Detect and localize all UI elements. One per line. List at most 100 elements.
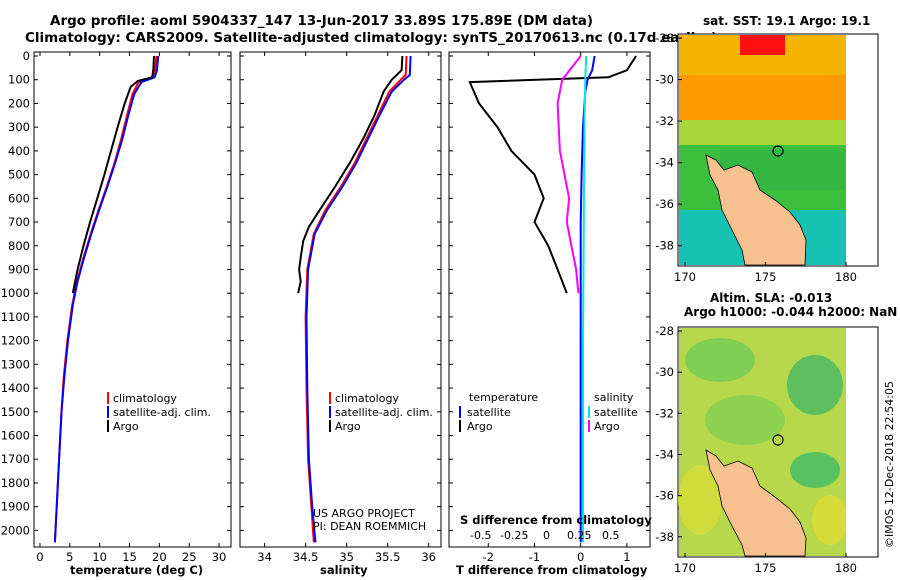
x-tick-label: 34.5 — [293, 550, 319, 564]
y-tick-label: 2000 — [1, 523, 30, 537]
sla-blob — [705, 395, 785, 445]
credit-line1: US ARGO PROJECT — [313, 507, 415, 520]
y-tick-label: 700 — [8, 215, 30, 229]
series-line — [53, 55, 160, 543]
figure-title-line1: Argo profile: aoml 5904337_147 13-Jun-20… — [50, 13, 593, 29]
legend-s-satellite: satellite — [594, 406, 638, 419]
lon-tick-label: 180 — [835, 270, 857, 284]
difference-legend: temperature satellite Argo salinity sate… — [459, 391, 638, 433]
s-tick: 0.5 — [602, 529, 620, 542]
y-tick-label: 400 — [8, 144, 30, 158]
lat-tick-label: -36 — [655, 197, 674, 211]
y-tick-label: 1800 — [1, 476, 30, 490]
y-tick-label: 200 — [8, 96, 30, 110]
salinity-panel: 34 34.5 35 35.5 36 salinity climatology sate… — [239, 51, 442, 577]
y-tick-label: 100 — [8, 73, 30, 87]
y-tick-label: 1200 — [1, 334, 30, 348]
sst-argo-location-marker — [772, 145, 784, 157]
legend-climatology: climatology — [335, 392, 399, 405]
lat-tick-label: -28 — [655, 31, 674, 45]
s-tick: -0.5 — [470, 529, 491, 542]
lat-tick-label: -32 — [655, 114, 674, 128]
y-tick-label: 800 — [8, 239, 30, 253]
difference-series — [468, 55, 637, 543]
sla-nodata — [846, 328, 877, 556]
y-tick-label: 1900 — [1, 500, 30, 514]
lat-tick-label: -38 — [655, 530, 674, 544]
sla-blob — [787, 355, 843, 415]
s-tick: 0.25 — [567, 529, 592, 542]
sla-map-title2: Argo h1000: -0.044 h2000: NaN — [684, 305, 897, 319]
x-tick-label: 36 — [421, 550, 436, 564]
y-tick-label: 1500 — [1, 405, 30, 419]
sst-orange-band — [679, 75, 846, 120]
y-tick-label: 1100 — [1, 310, 30, 324]
sst-lon-axis: 170 175 180 — [674, 262, 857, 284]
x-tick-label: 0 — [577, 550, 584, 564]
sst-hot-patch — [740, 35, 785, 55]
lat-tick-label: -36 — [655, 489, 674, 503]
y-tick-label: 1600 — [1, 429, 30, 443]
sst-land-north-island — [705, 154, 807, 266]
series-line — [468, 55, 637, 294]
x-tick-label: 35.5 — [375, 550, 401, 564]
y-tick-label: 1300 — [1, 357, 30, 371]
lat-tick-label: -34 — [655, 156, 674, 170]
y-tick-label: 1700 — [1, 452, 30, 466]
lon-tick-label: 175 — [755, 561, 777, 575]
x-tick-label: 0 — [36, 550, 43, 564]
lon-tick-label: 180 — [835, 561, 857, 575]
y-tick-label: 500 — [8, 168, 30, 182]
x-tick-label: 34 — [257, 550, 272, 564]
sla-blob — [812, 495, 848, 545]
legend-argo: Argo — [335, 420, 361, 433]
sla-lat-axis: -28 -30 -32 -34 -36 -38 — [655, 324, 682, 544]
s-difference-ticks: -0.5 -0.25 0 0.25 0.5 — [470, 529, 620, 542]
depth-axis: 0 100 200 300 400 500 600 700 800 900 1000 1100 1200… — [1, 49, 30, 537]
x-tick-label: 10 — [92, 550, 107, 564]
legend-satellite: satellite-adj. clim. — [113, 406, 211, 419]
sla-blob — [790, 452, 840, 488]
sla-lon-axis: 170 175 180 — [674, 553, 857, 575]
x-tick-label: 30 — [212, 550, 227, 564]
x-tick-label: 35 — [339, 550, 354, 564]
difference-plot-frame — [448, 51, 651, 548]
figure-title-line2: Climatology: CARS2009. Satellite-adjuste… — [25, 30, 717, 46]
salinity-xlabel: salinity — [320, 563, 368, 577]
y-tick-label: 1000 — [1, 286, 30, 300]
salinity-legend: climatology satellite-adj. clim. Argo — [329, 392, 433, 433]
x-tick-label: -1 — [529, 550, 540, 564]
y-tick-label: 600 — [8, 191, 30, 205]
temperature-series — [53, 55, 160, 543]
lon-tick-label: 170 — [674, 270, 696, 284]
lat-tick-label: -32 — [655, 406, 674, 420]
sla-land-north-island — [705, 449, 807, 557]
x-tick-label: 20 — [152, 550, 167, 564]
sst-map-title: sat. SST: 19.1 Argo: 19.1 — [703, 14, 870, 28]
salinity-plot-frame — [239, 51, 442, 548]
s-tick: 0 — [543, 529, 550, 542]
sla-blob — [685, 338, 755, 382]
legend-salinity-header: salinity — [594, 391, 634, 404]
imos-timestamp: ©IMOS 12-Dec-2018 22:54:05 — [883, 381, 896, 548]
sst-map: sat. SST: 19.1 Argo: 19.1 -28 -30 -32 -34 -3… — [655, 14, 879, 284]
sst-yellow-green-band — [679, 120, 846, 145]
x-tick-label: 5 — [66, 550, 73, 564]
difference-panel: -2 -1 0 1 T difference from climatology S d… — [448, 51, 652, 577]
series-line — [297, 55, 404, 294]
x-tick-label: -2 — [483, 550, 494, 564]
sst-lat-axis: -28 -30 -32 -34 -36 -38 — [655, 31, 682, 253]
sla-map: Altim. SLA: -0.013 Argo h1000: -0.044 h2… — [655, 291, 897, 575]
salinity-series — [297, 55, 412, 543]
temperature-panel: 0100200300400500600700800900100011001200… — [1, 49, 232, 577]
lat-tick-label: -34 — [655, 447, 674, 461]
legend-temperature-header: temperature — [469, 391, 538, 404]
y-tick-label: 1400 — [1, 381, 30, 395]
series-line — [579, 55, 596, 543]
salinity-x-axis: 34 34.5 35 35.5 36 — [240, 52, 441, 564]
s-difference-label: S difference from climatology — [460, 513, 652, 527]
temperature-xlabel: temperature (deg C) — [70, 563, 203, 577]
x-tick-label: 1 — [623, 550, 630, 564]
series-line — [556, 55, 582, 294]
